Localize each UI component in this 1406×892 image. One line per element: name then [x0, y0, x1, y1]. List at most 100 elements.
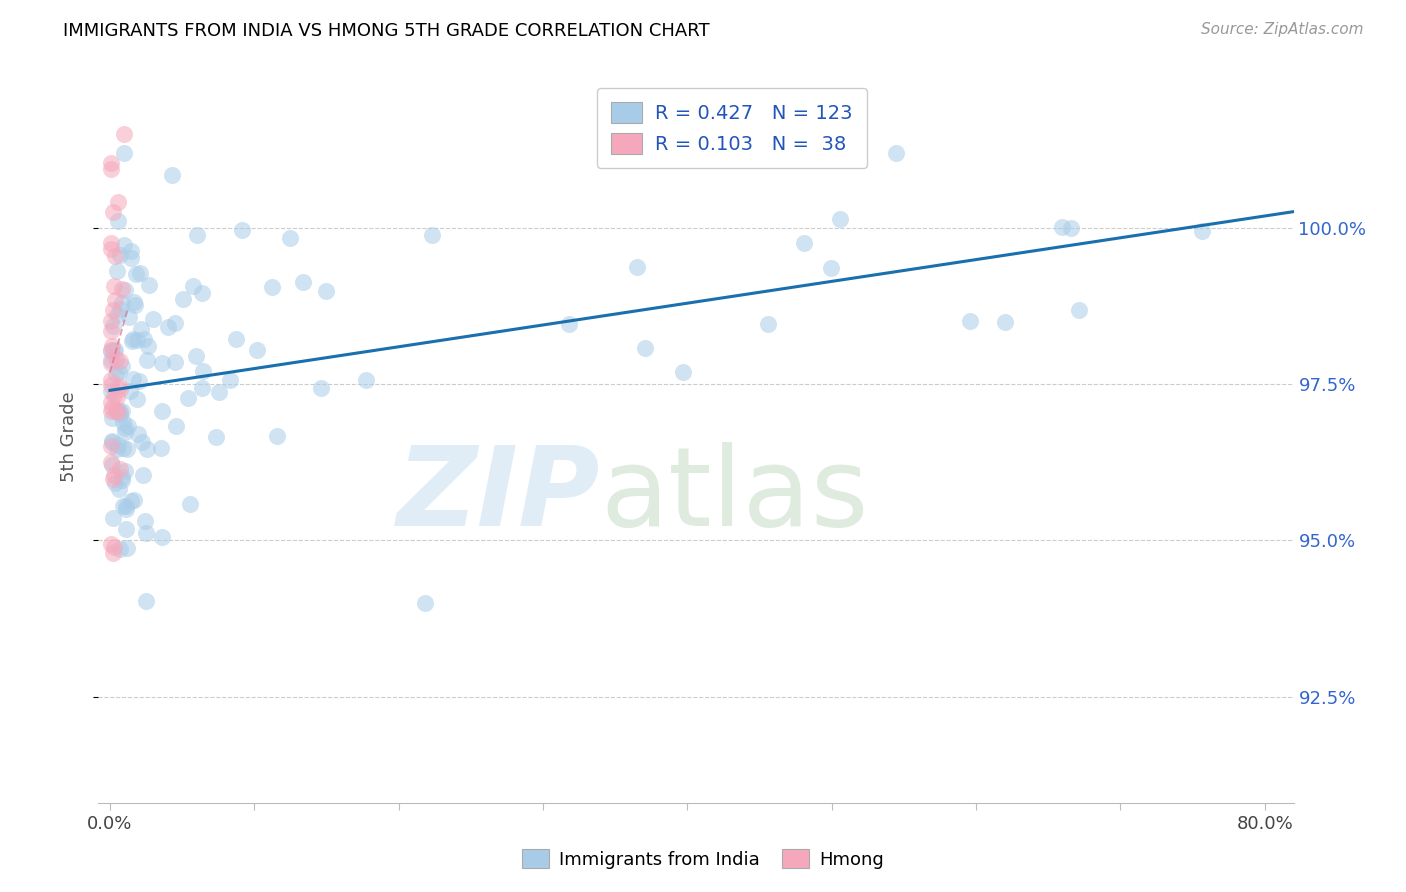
- Point: [756, 317, 779, 331]
- Point: [127, 427, 149, 442]
- Point: [101, 205, 124, 219]
- Point: [420, 227, 443, 242]
- Point: [100, 434, 122, 449]
- Text: atlas: atlas: [600, 442, 869, 549]
- Point: [118, 384, 141, 398]
- Point: [100, 339, 122, 353]
- Point: [278, 231, 301, 245]
- Point: [100, 156, 122, 170]
- Point: [100, 161, 122, 176]
- Point: [100, 438, 122, 452]
- Point: [122, 492, 145, 507]
- Point: [100, 344, 122, 359]
- Point: [1191, 224, 1213, 238]
- Point: [104, 352, 127, 367]
- Point: [884, 145, 907, 160]
- Point: [107, 437, 129, 451]
- Point: [100, 384, 122, 399]
- Point: [219, 373, 242, 387]
- Point: [111, 499, 134, 513]
- Point: [111, 403, 134, 417]
- Point: [120, 493, 142, 508]
- Point: [100, 395, 122, 409]
- Point: [101, 318, 124, 333]
- Point: [111, 470, 134, 484]
- Point: [191, 364, 214, 378]
- Point: [186, 227, 208, 242]
- Point: [181, 278, 204, 293]
- Point: [101, 546, 124, 560]
- Point: [136, 442, 159, 456]
- Point: [100, 324, 122, 338]
- Point: [129, 266, 152, 280]
- Point: [125, 267, 148, 281]
- Point: [111, 282, 134, 296]
- Y-axis label: 5th Grade: 5th Grade: [59, 392, 77, 483]
- Point: [225, 332, 247, 346]
- Point: [260, 280, 283, 294]
- Point: [165, 418, 187, 433]
- Point: [122, 332, 145, 346]
- Point: [231, 223, 253, 237]
- Point: [112, 415, 135, 429]
- Point: [820, 260, 842, 275]
- Point: [108, 365, 131, 379]
- Point: [120, 244, 142, 259]
- Point: [107, 379, 129, 393]
- Legend: Immigrants from India, Hmong: Immigrants from India, Hmong: [515, 842, 891, 876]
- Point: [114, 464, 136, 478]
- Point: [100, 404, 122, 418]
- Point: [100, 378, 122, 392]
- Point: [115, 500, 138, 514]
- Point: [315, 285, 337, 299]
- Point: [110, 296, 132, 310]
- Point: [124, 298, 146, 312]
- Point: [128, 374, 150, 388]
- Point: [191, 285, 214, 300]
- Point: [179, 497, 201, 511]
- Point: [150, 356, 173, 370]
- Point: [104, 293, 127, 308]
- Point: [101, 411, 124, 425]
- Point: [111, 441, 134, 455]
- Point: [104, 248, 127, 262]
- Point: [191, 381, 214, 395]
- Point: [121, 372, 143, 386]
- Point: [118, 310, 141, 325]
- Point: [110, 359, 132, 373]
- Point: [101, 472, 124, 486]
- Point: [114, 283, 136, 297]
- Point: [101, 435, 124, 450]
- Point: [103, 343, 125, 358]
- Point: [115, 442, 138, 456]
- Point: [100, 314, 122, 328]
- Point: [246, 343, 269, 357]
- Point: [108, 483, 131, 497]
- Point: [160, 168, 183, 182]
- Point: [111, 473, 134, 487]
- Point: [138, 277, 160, 292]
- Point: [117, 418, 139, 433]
- Point: [107, 402, 129, 417]
- Point: [100, 353, 122, 368]
- Point: [156, 320, 179, 334]
- Point: [793, 236, 815, 251]
- Point: [142, 311, 165, 326]
- Point: [108, 302, 131, 317]
- Point: [100, 458, 122, 472]
- Point: [205, 430, 228, 444]
- Point: [100, 235, 122, 250]
- Point: [626, 260, 648, 274]
- Point: [208, 385, 231, 400]
- Point: [120, 251, 142, 265]
- Point: [103, 279, 125, 293]
- Point: [132, 468, 155, 483]
- Point: [292, 275, 315, 289]
- Point: [172, 292, 194, 306]
- Point: [131, 435, 153, 450]
- Point: [184, 349, 207, 363]
- Point: [134, 514, 156, 528]
- Point: [309, 381, 332, 395]
- Point: [104, 343, 127, 357]
- Point: [413, 596, 436, 610]
